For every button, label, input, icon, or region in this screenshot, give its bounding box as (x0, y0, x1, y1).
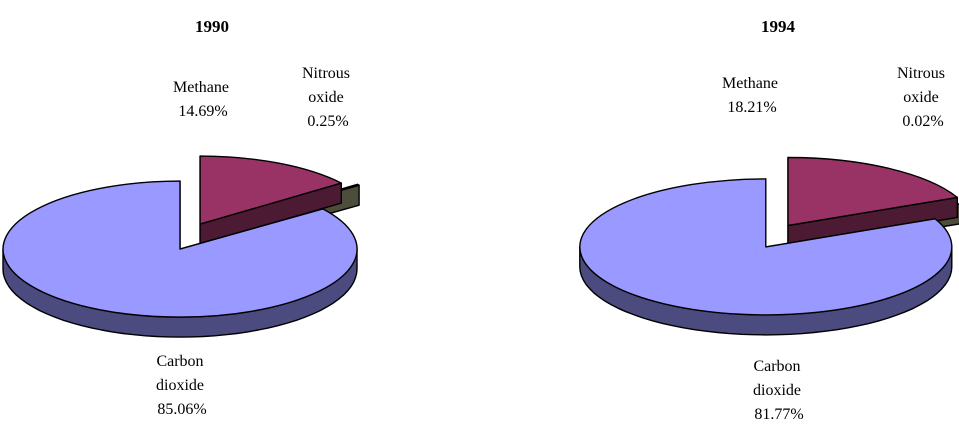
pie-slice-carbon-dioxide (579, 178, 953, 336)
slice-label-nitrous-oxide: Nitrous oxide 0.02% (897, 65, 949, 130)
slice-label-line: oxide (308, 89, 344, 106)
slice-value-label: 0.02% (902, 113, 943, 130)
slice-label-line: dioxide (156, 377, 204, 394)
pie-chart-1990: 1990 Carbon dioxide 85.06% Methane 14.69… (2, 17, 360, 418)
slice-label-methane: Methane 14.69% (173, 79, 233, 120)
slice-value-label: 18.21% (727, 99, 776, 116)
slice-label-carbon-dioxide: Carbon dioxide 85.06% (156, 353, 208, 418)
chart-title: 1994 (761, 17, 796, 36)
pie-slice-methane (199, 155, 342, 245)
slice-label-line: dioxide (753, 382, 801, 399)
slice-label-line: Methane (722, 75, 778, 92)
pie-slice-methane (787, 156, 958, 247)
pie-slices (2, 155, 360, 338)
slice-label-line: Nitrous (897, 65, 945, 82)
chart-title: 1990 (195, 17, 229, 36)
slice-value-label: 14.69% (178, 103, 227, 120)
slice-value-label: 0.25% (307, 113, 348, 130)
pie-slice-top (2, 180, 358, 318)
pie-chart-1994: 1994 Carbon dioxide 81.77% Methane 18.21… (579, 17, 959, 423)
pie-slices (579, 156, 959, 336)
slice-label-nitrous-oxide: Nitrous oxide 0.25% (302, 65, 354, 130)
slice-label-methane: Methane 18.21% (722, 75, 782, 116)
slice-label-line: oxide (903, 89, 939, 106)
slice-label-line: Nitrous (302, 65, 350, 82)
slice-value-label: 85.06% (157, 401, 206, 418)
pie-slice-carbon-dioxide (2, 180, 358, 338)
slice-label-line: Carbon (156, 353, 203, 370)
pie-slice-top (579, 178, 953, 316)
slice-label-line: Methane (173, 79, 229, 96)
slice-value-label: 81.77% (754, 406, 803, 423)
slice-label-line: Carbon (753, 358, 800, 375)
pie-slice-top (787, 156, 958, 227)
slice-label-carbon-dioxide: Carbon dioxide 81.77% (753, 358, 805, 423)
pie-slice-top (199, 155, 342, 225)
